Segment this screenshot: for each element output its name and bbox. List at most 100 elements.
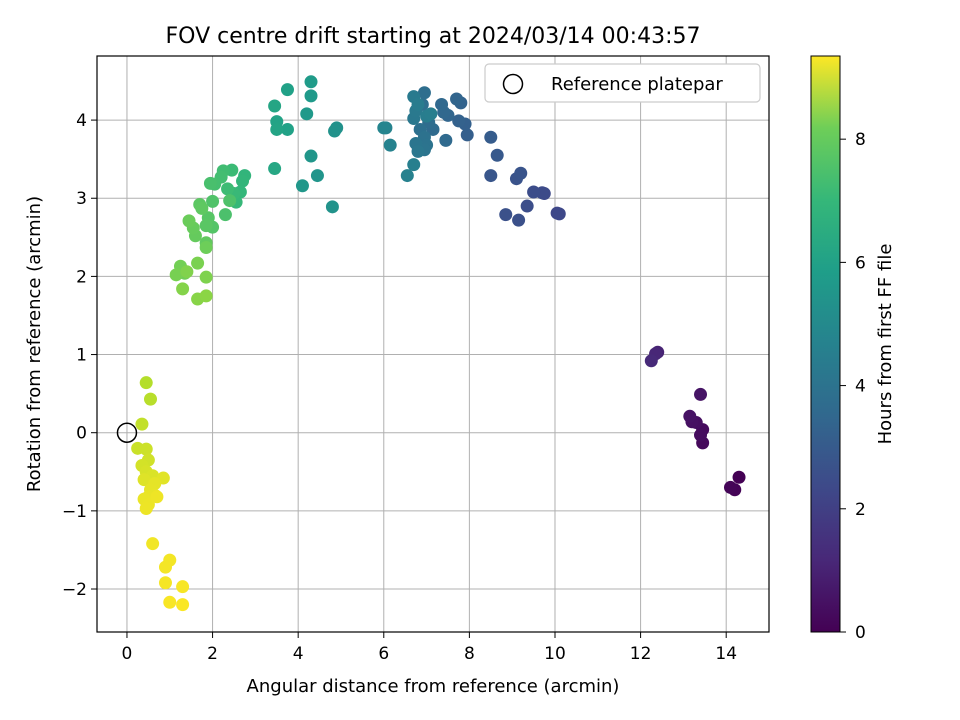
data-point xyxy=(328,124,342,138)
y-tick-label: 2 xyxy=(76,267,87,287)
data-point xyxy=(732,470,746,484)
data-point xyxy=(460,128,474,142)
data-point xyxy=(304,75,318,89)
colorbar-tick-label: 0 xyxy=(855,623,866,643)
data-point xyxy=(694,387,708,401)
data-point xyxy=(644,354,658,368)
data-point xyxy=(150,490,164,504)
data-point xyxy=(439,133,453,147)
data-point xyxy=(206,194,220,208)
legend-marker xyxy=(502,73,524,95)
colorbar-gradient xyxy=(810,55,841,633)
x-axis-label: Angular distance from reference (arcmin) xyxy=(247,676,620,697)
data-point xyxy=(295,179,309,193)
data-point xyxy=(450,92,464,106)
colorbar: 0 2 4 6 8 Hours from first FF file xyxy=(810,55,896,643)
x-tick-label: 8 xyxy=(464,644,475,664)
data-point xyxy=(163,595,177,609)
data-point xyxy=(146,537,160,551)
data-point xyxy=(499,208,513,222)
data-point xyxy=(218,208,232,222)
data-point xyxy=(411,144,425,158)
y-tick-label: −1 xyxy=(62,502,87,522)
data-point xyxy=(144,392,158,406)
data-point xyxy=(199,219,213,233)
colorbar-label: Hours from first FF file xyxy=(875,244,896,445)
x-tick-label: 14 xyxy=(715,644,737,664)
data-point xyxy=(203,176,217,190)
data-point xyxy=(417,86,431,100)
data-point xyxy=(683,409,697,423)
data-point xyxy=(325,200,339,214)
data-point xyxy=(158,560,172,574)
data-point xyxy=(180,265,194,279)
y-tick-label: −2 xyxy=(62,580,87,600)
data-point xyxy=(176,598,190,612)
data-point xyxy=(304,149,318,163)
data-point xyxy=(137,473,151,487)
data-point xyxy=(400,169,414,183)
data-point xyxy=(191,256,205,270)
y-tick-label: 0 xyxy=(76,424,87,444)
data-point xyxy=(139,442,153,456)
data-point xyxy=(139,502,153,516)
grid xyxy=(97,56,769,632)
data-point xyxy=(490,148,504,162)
plot-frame xyxy=(96,55,770,633)
data-point xyxy=(182,214,196,228)
x-tick-label: 6 xyxy=(378,644,389,664)
data-point xyxy=(484,130,498,144)
x-tick-label: 2 xyxy=(207,644,218,664)
data-point xyxy=(527,185,541,199)
reference-platepar-marker xyxy=(116,422,138,443)
data-point xyxy=(268,99,282,113)
y-tick-label: 1 xyxy=(76,346,87,366)
colorbar-tick-label: 8 xyxy=(855,130,866,150)
data-point xyxy=(268,162,282,176)
legend: Reference platepar xyxy=(484,63,761,103)
x-tick-label: 0 xyxy=(122,644,133,664)
colorbar-tick-label: 4 xyxy=(855,377,866,397)
data-point xyxy=(280,122,294,136)
x-axis-ticks: 0 2 4 6 8 10 12 14 xyxy=(122,632,737,664)
x-tick-label: 4 xyxy=(293,644,304,664)
data-point xyxy=(520,199,534,213)
data-point xyxy=(176,282,190,296)
data-point xyxy=(723,480,737,494)
data-point xyxy=(407,158,421,172)
y-axis-label: Rotation from reference (arcmin) xyxy=(24,196,45,492)
x-tick-label: 10 xyxy=(544,644,566,664)
x-tick-label: 12 xyxy=(630,644,652,664)
colorbar-tick-label: 2 xyxy=(855,500,866,520)
y-tick-label: 3 xyxy=(76,189,87,209)
y-tick-label: 4 xyxy=(76,111,87,131)
data-point xyxy=(221,182,235,196)
data-point xyxy=(383,138,397,152)
data-point xyxy=(280,83,294,97)
data-point xyxy=(199,289,213,303)
data-point xyxy=(514,166,528,180)
data-point xyxy=(236,174,250,188)
data-point xyxy=(424,107,438,121)
scatter-points xyxy=(131,75,746,612)
data-point xyxy=(377,121,391,135)
data-point xyxy=(195,201,209,215)
data-point xyxy=(135,417,149,431)
data-point xyxy=(452,114,466,128)
data-point xyxy=(199,270,213,284)
data-point xyxy=(304,89,318,103)
chart-title: FOV centre drift starting at 2024/03/14 … xyxy=(166,24,701,49)
data-point xyxy=(270,122,284,136)
data-point xyxy=(158,576,172,590)
data-point xyxy=(199,240,213,254)
data-point xyxy=(435,97,449,111)
data-point xyxy=(694,428,708,442)
reference-marker-group xyxy=(116,422,138,443)
data-point xyxy=(139,376,153,390)
data-point xyxy=(411,97,425,111)
legend-label: Reference platepar xyxy=(551,74,723,95)
data-point xyxy=(176,580,190,594)
colorbar-ticks: 0 2 4 6 8 xyxy=(840,130,866,643)
data-point xyxy=(310,169,324,183)
